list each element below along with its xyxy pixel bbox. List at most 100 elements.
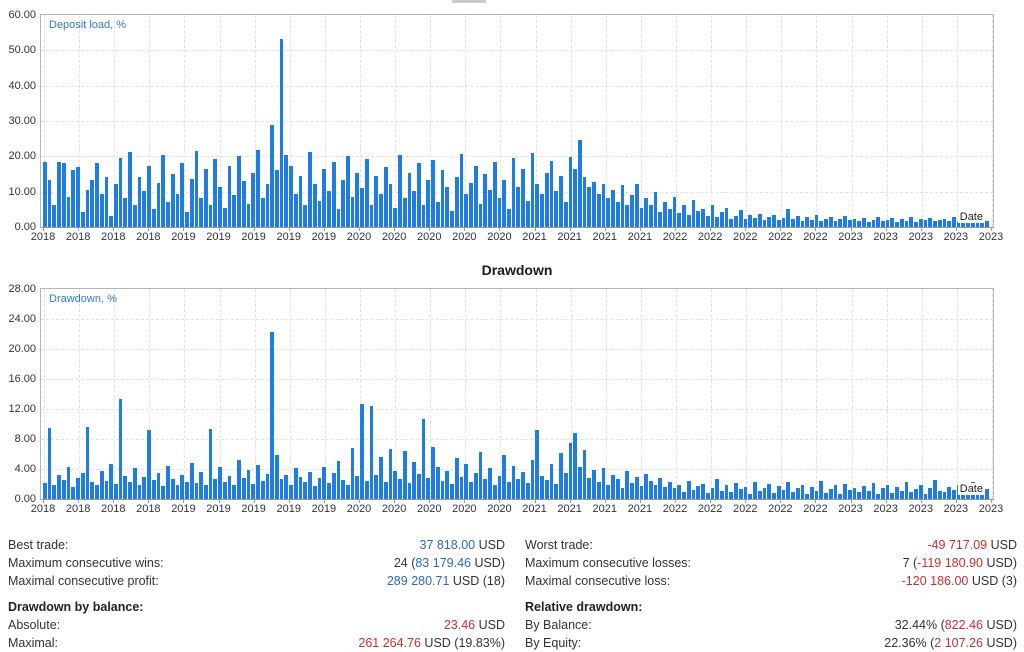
bar [412,462,417,499]
bar [715,479,720,499]
bar [563,473,568,499]
bar [76,478,80,499]
x-tick-label: 2022 [768,503,793,515]
stat-value: 23.46 USD [444,616,505,634]
y-tick-label: 30.00 [8,115,36,127]
bar [847,490,852,499]
bar [843,484,847,499]
x-axis-tick [569,228,571,231]
stat-row: Maximum consecutive wins: 24 (83 179.46 U… [8,554,505,572]
stat-label: Maximum consecutive losses: [525,556,692,570]
bar [559,176,563,227]
gridline-v [254,15,256,227]
bar [355,173,360,227]
stat-value-segment: 24 ( [393,556,416,570]
bar [341,480,345,499]
bar [256,150,260,227]
x-axis-tick [675,228,676,231]
x-tick-label: 2023 [943,231,969,243]
bar [180,475,185,499]
bar [450,484,454,499]
bar [587,187,592,227]
x-axis-tick [639,228,641,231]
drawdown-series-label: Drawdown, % [49,293,117,305]
x-tick-label: 2023 [873,503,898,515]
bar [772,493,776,499]
bar [781,490,786,499]
bar [729,219,734,227]
bar [937,491,942,499]
y-tick-label: 28.00 [8,283,36,295]
x-tick-label: 2019 [241,503,266,515]
bar [577,467,582,499]
bar [738,489,743,499]
stat-value: 7 (-119 180.90 USD) [903,554,1017,572]
drawdown-chart-title: Drawdown [481,262,553,278]
drawdown-date-axis-label: Date [957,483,985,495]
bar [923,220,928,227]
stats-section-header: Drawdown by balance: [8,600,144,614]
bar [630,195,634,227]
bar [615,479,620,499]
x-tick-label: 2021 [557,503,582,515]
bar [852,219,857,227]
bar [246,470,251,499]
bar [227,166,232,227]
x-tick-label: 2021 [557,231,582,243]
bar [663,487,667,499]
bar [720,212,724,227]
gridline-v [430,289,432,499]
bar [715,217,720,227]
stat-value: -49 717.09 USD [927,536,1017,554]
stat-value: 24 (83 179.46 USD) [394,554,505,572]
stats-section-gap [8,590,505,598]
bar [866,222,871,227]
bar [952,490,956,499]
gridline-v [500,15,502,227]
bar [492,485,497,499]
gridline-v [44,289,45,499]
bar [374,176,379,227]
x-axis-tick [429,228,431,231]
gridline-v [44,15,45,227]
x-axis-tick [218,228,220,231]
bar [61,163,66,227]
bar [743,219,748,227]
bar [985,489,989,499]
x-axis-tick [43,500,44,503]
stat-value-segment: USD) [982,618,1017,632]
bar [549,464,554,499]
bar [454,458,459,499]
bar [459,477,464,499]
bar [71,487,76,499]
bar [303,482,308,499]
x-tick-label: 2021 [522,231,547,243]
bar [909,492,914,499]
gridline-v [711,289,713,499]
bar [587,478,592,499]
bar [577,140,582,227]
x-axis-tick [113,500,115,503]
bar [431,447,435,499]
gridline-v [851,15,853,227]
deposit-load-date-axis-label: Date [957,211,985,223]
bar [634,477,639,499]
x-tick-label: 2022 [662,231,688,243]
bar [440,481,445,499]
x-axis-tick [113,228,115,231]
x-tick-label: 2018 [136,503,161,515]
stat-value-segment: USD [475,618,505,632]
stat-value-segment: 289 280.71 [386,574,450,588]
gridline-v [430,15,432,227]
bar [478,452,483,499]
bar [473,166,478,227]
bar [748,215,753,227]
bar [57,162,61,227]
bar [104,481,109,499]
bar [649,481,653,499]
stat-label: Absolute: [8,618,61,632]
gridline-h [41,439,993,440]
bar [611,190,615,227]
bar [862,218,866,227]
bar [194,151,199,227]
